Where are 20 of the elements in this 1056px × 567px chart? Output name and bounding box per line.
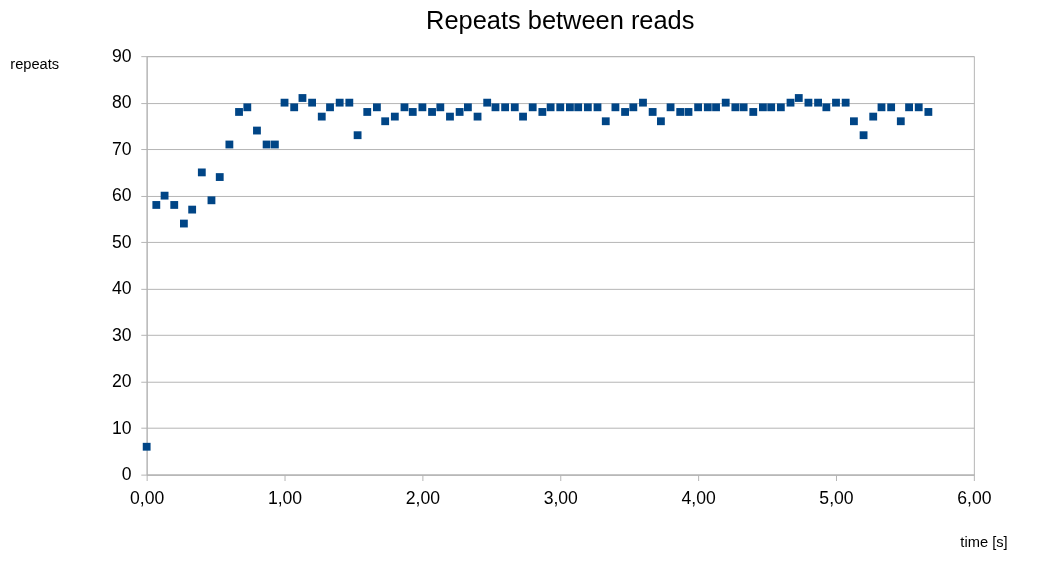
- y-tick-label: 10: [111, 417, 132, 438]
- y-tick-label: 80: [111, 92, 132, 113]
- y-tick-label: 50: [111, 231, 132, 252]
- x-tick-label: 4,00: [681, 488, 716, 509]
- x-tick-label: 0,00: [130, 488, 165, 509]
- y-tick-label: 40: [111, 278, 132, 299]
- x-tick-label: 5,00: [819, 488, 854, 509]
- y-axis-title: repeats: [10, 56, 60, 73]
- y-tick-label: 30: [111, 324, 132, 345]
- x-tick-label: 3,00: [543, 488, 579, 509]
- y-tick-label: 60: [111, 185, 132, 206]
- y-tick-label: 70: [111, 138, 132, 159]
- y-tick-label: 90: [111, 45, 132, 66]
- y-tick-label: 0: [121, 464, 132, 485]
- x-tick-label: 1,00: [267, 488, 303, 509]
- x-tick-label: 6,00: [957, 488, 992, 509]
- x-axis-title: time [s]: [960, 534, 1008, 551]
- chart-title: Repeats between reads: [426, 5, 695, 34]
- x-tick-label: 2,00: [405, 488, 441, 509]
- y-tick-label: 20: [111, 371, 132, 392]
